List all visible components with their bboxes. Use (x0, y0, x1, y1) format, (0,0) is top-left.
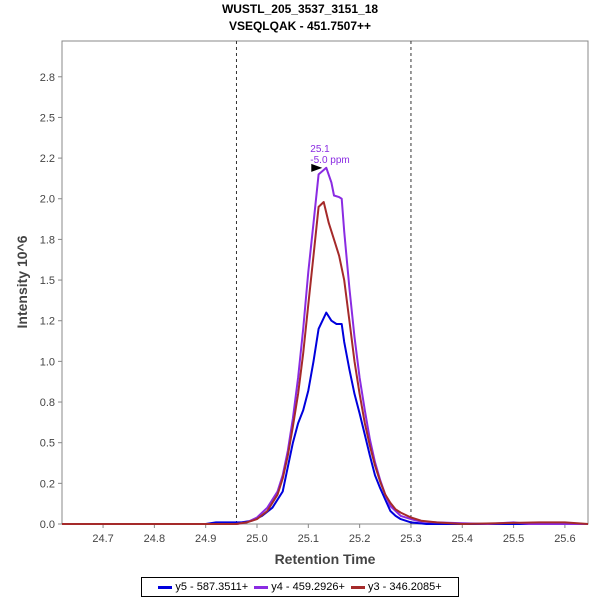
y-tick-label: 2.5 (40, 112, 55, 124)
legend-item: y3 - 346.2085+ (350, 581, 442, 593)
y-tick-label: 1.0 (40, 356, 55, 368)
x-tick-label: 25.4 (452, 533, 473, 545)
legend-label: y3 - 346.2085+ (367, 581, 442, 593)
series-line (62, 201, 589, 525)
x-tick-label: 24.7 (92, 533, 113, 545)
legend: y5 - 587.3511+ y4 - 459.2926+ y3 - 346.208… (141, 577, 459, 597)
legend-item: y5 - 587.3511+ (158, 581, 248, 593)
plot-area (61, 40, 589, 525)
peak-annotation-label: -5.0 ppm (310, 155, 349, 166)
y-tick-label: 2.2 (40, 153, 55, 165)
chart: WUSTL_205_3537_3151_18 VSEQLQAK - 451.75… (14, 2, 589, 567)
x-tick-label: 25.2 (349, 533, 370, 545)
x-axis-ticks: 24.7 24.8 24.9 25.0 25.1 25.2 25.3 25.4 25.5 25.6 (92, 524, 576, 545)
y-tick-label: 1.5 (40, 275, 55, 287)
peak-annotation-label: 25.1 (310, 144, 330, 155)
x-tick-label: 25.1 (298, 533, 319, 545)
peak-annotation: 25.1-5.0 ppm (310, 144, 350, 172)
x-tick-label: 25.5 (503, 533, 524, 545)
y-axis-ticks: 0.0 0.2 0.5 0.8 1.0 1.2 1.5 1.8 2.0 2.2 2.5 2.8 (40, 72, 62, 531)
x-tick-label: 24.9 (195, 533, 216, 545)
series-lines (62, 166, 589, 525)
x-tick-label: 24.8 (144, 533, 165, 545)
legend-item: y4 - 459.2926+ (254, 581, 345, 593)
x-tick-label: 25.0 (246, 533, 267, 545)
integration-boundaries (235, 41, 412, 524)
y-tick-label: 1.2 (40, 316, 55, 328)
y-axis-label: Intensity 10^6 (14, 235, 30, 328)
legend-label: y4 - 459.2926+ (271, 581, 345, 593)
y-tick-label: 2.8 (40, 72, 55, 84)
x-tick-label: 25.3 (400, 533, 421, 545)
y-tick-label: 2.0 (40, 194, 55, 206)
y-tick-label: 0.2 (40, 478, 55, 490)
legend-label: y5 - 587.3511+ (175, 581, 249, 593)
legend-swatch (254, 585, 269, 589)
y-tick-label: 0.5 (40, 438, 55, 450)
legend-swatch (350, 585, 365, 589)
y-tick-label: 0.0 (40, 519, 55, 531)
y-tick-label: 0.8 (40, 397, 55, 409)
chart-title: WUSTL_205_3537_3151_18 (222, 2, 378, 16)
legend-swatch (158, 585, 173, 589)
y-tick-label: 1.8 (40, 234, 55, 246)
x-axis-label: Retention Time (275, 551, 376, 567)
chart-subtitle: VSEQLQAK - 451.7507++ (229, 19, 371, 33)
x-tick-label: 25.6 (554, 533, 575, 545)
peak-marker-arrow (311, 163, 323, 172)
